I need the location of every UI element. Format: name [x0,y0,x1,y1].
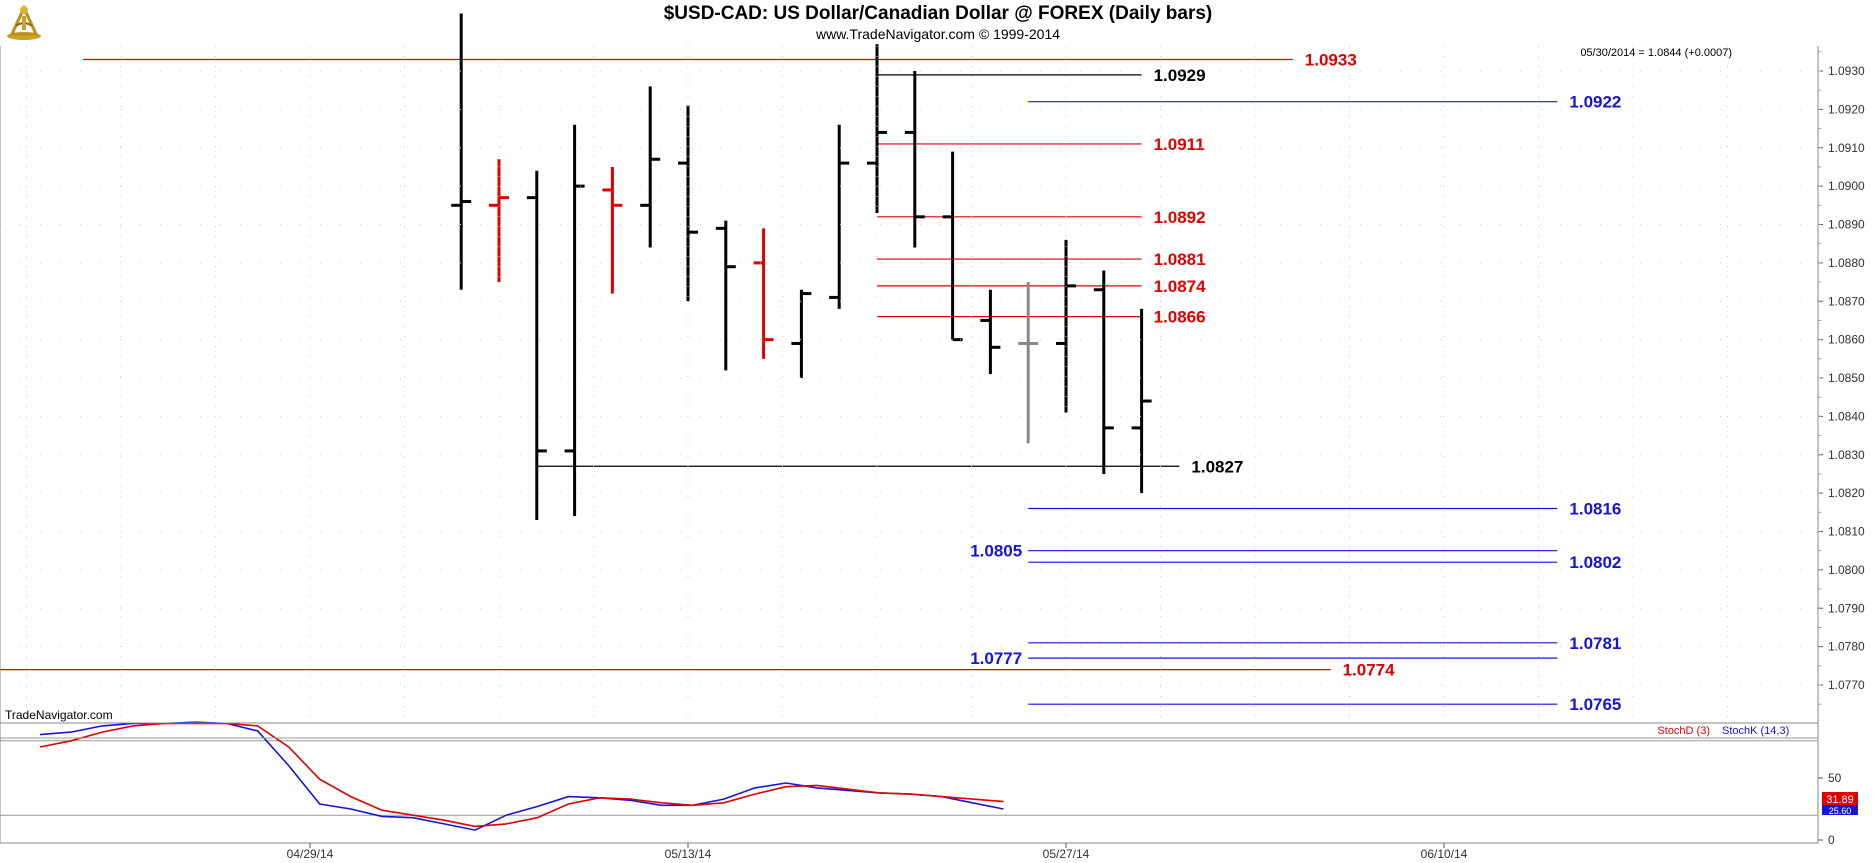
stoch-last-k-value: 25.60 [1829,806,1852,816]
sextant-logo-icon [7,4,41,40]
stoch-y-tick-label: 0 [1828,833,1835,847]
y-tick-label: 1.0790 [1828,601,1865,615]
axes: 1.0930 1.0920 1.0910 1.0900 1.0890 1.0880 1.08… [0,46,1865,861]
stoch-last-d-box [1822,792,1858,805]
level-label: 1.0816 [1569,499,1621,518]
level-label: 1.0774 [1343,661,1396,680]
level-label: 1.0802 [1569,553,1621,572]
x-tick-label: 06/10/14 [1421,847,1468,861]
y-tick-label: 1.0780 [1828,640,1865,654]
y-tick-label: 1.0820 [1828,486,1865,500]
last-quote-label: 05/30/2014 = 1.0844 (+0.0007) [1580,47,1732,59]
level-label: 1.0777 [970,649,1022,668]
level-label: 1.0892 [1154,208,1206,227]
y-tick-label: 1.0800 [1828,563,1865,577]
y-tick-label: 1.0920 [1828,102,1865,116]
y-tick-label: 1.0860 [1828,333,1865,347]
level-label: 1.0866 [1154,308,1206,327]
x-tick-label: 04/29/14 [287,847,334,861]
level-label: 1.0922 [1569,93,1621,112]
y-tick-label: 1.0810 [1828,525,1865,539]
x-tick-label: 05/13/14 [665,847,712,861]
chart-title: $USD-CAD: US Dollar/Canadian Dollar @ FO… [663,3,1213,24]
stoch-legend-k: StochK (14,3) [1722,725,1789,737]
stoch-last-d-value: 31.89 [1826,794,1854,806]
chart-header: $USD-CAD: US Dollar/Canadian Dollar @ FO… [0,0,1876,46]
y-tick-label: 1.0840 [1828,409,1865,423]
stoch-last-k-box [1822,805,1858,815]
x-tick-label: 05/27/14 [1043,847,1090,861]
level-label: 1.0933 [1305,50,1357,69]
y-tick-label: 1.0880 [1828,256,1865,270]
level-label: 1.0765 [1569,695,1621,714]
level-label: 1.0874 [1154,277,1207,296]
y-tick-label: 1.0870 [1828,294,1865,308]
chart-subtitle: www.TradeNavigator.com © 1999-2014 [815,26,1061,42]
y-tick-label: 1.0770 [1828,678,1865,692]
level-label: 1.0929 [1154,66,1206,85]
y-tick-label: 1.0850 [1828,371,1865,385]
y-tick-label: 1.0890 [1828,218,1865,232]
level-label: 1.0827 [1191,457,1243,476]
price-panel: 1.0933 1.0929 1.0922 1.0911 1.0892 1.0881 1.08… [0,13,1621,714]
y-tick-label: 1.0930 [1828,64,1865,78]
level-label: 1.0911 [1154,135,1205,154]
y-tick-label: 1.0830 [1828,448,1865,462]
level-label: 1.0805 [970,542,1022,561]
watermark-label: TradeNavigator.com [5,708,113,722]
level-label: 1.0781 [1569,634,1621,653]
y-tick-label: 1.0900 [1828,179,1865,193]
stoch-legend-d: StochD (3) [1657,725,1710,737]
stoch-line [39,721,1004,831]
level-label: 1.0881 [1154,250,1206,269]
stoch-y-tick-label: 50 [1828,771,1842,785]
y-tick-label: 1.0910 [1828,141,1865,155]
